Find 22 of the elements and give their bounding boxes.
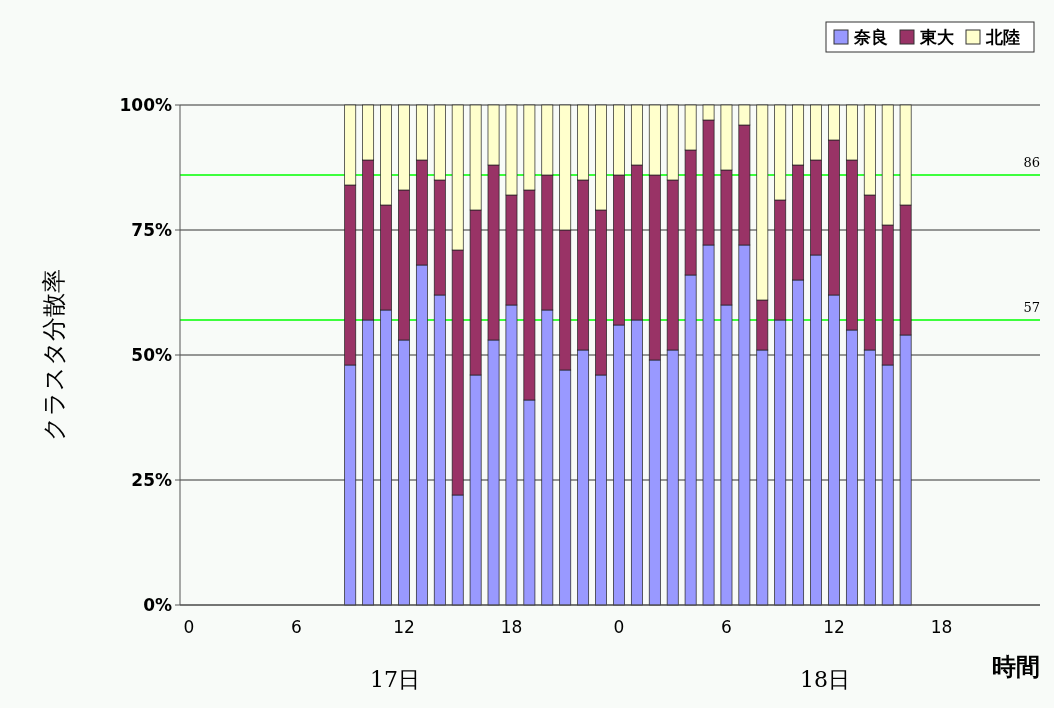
x-tick-label: 12 — [393, 617, 415, 637]
y-tick-label: 75% — [131, 219, 172, 240]
x-tick-label: 12 — [823, 617, 845, 637]
ref-line-label: 57 — [1023, 300, 1040, 315]
y-tick-label: 100% — [119, 94, 172, 115]
legend-label: 東大 — [919, 26, 955, 47]
text: 17日 — [370, 667, 420, 692]
x-axis-title: 時間 — [992, 653, 1040, 681]
x-tick-label: 18 — [930, 617, 953, 637]
y-tick-label: 50% — [131, 344, 172, 365]
x-tick-label: 0 — [613, 617, 625, 637]
legend-label: 北陸 — [985, 26, 1020, 47]
x-tick-label: 6 — [721, 617, 732, 637]
y-tick-label: 0% — [143, 594, 172, 615]
x-tick-label: 18 — [500, 617, 523, 637]
legend-label: 奈良 — [853, 26, 888, 47]
ref-line-label: 86 — [1023, 155, 1040, 170]
x-tick-label: 0 — [183, 617, 195, 637]
text: 18日 — [800, 667, 850, 692]
y-axis-title: クラスタ分散率 — [40, 269, 68, 441]
x-tick-label: 6 — [291, 617, 302, 637]
y-tick-label: 25% — [131, 469, 172, 490]
